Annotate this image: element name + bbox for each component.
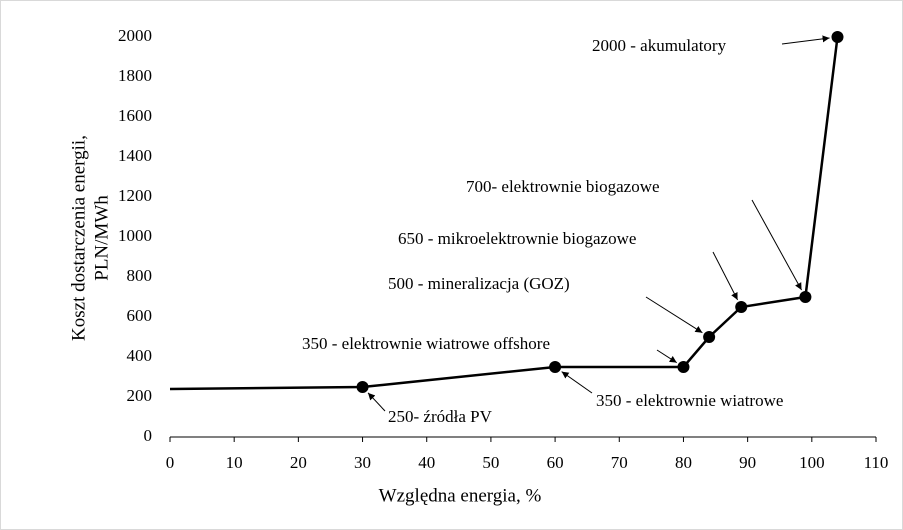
y-tick-label: 0: [144, 426, 153, 445]
y-tick-label: 2000: [118, 26, 152, 45]
x-tick-label: 50: [482, 453, 499, 472]
x-tick-label: 60: [547, 453, 564, 472]
annotation: 2000 - akumulatory: [592, 36, 727, 55]
annotation-arrow: [712, 251, 739, 301]
x-tick-label: 90: [739, 453, 756, 472]
y-axis-label: PLN/MWh: [91, 195, 112, 281]
marker: [735, 301, 748, 313]
annotation: 650 - mikroelektrownie biogazowe: [398, 229, 636, 248]
marker: [549, 361, 562, 373]
marker: [356, 381, 369, 393]
y-tick-label: 400: [127, 346, 153, 365]
x-tick-label: 10: [226, 453, 243, 472]
annotation-arrow: [645, 296, 703, 334]
annotation-arrow: [656, 349, 677, 364]
marker: [831, 31, 844, 43]
marker: [799, 291, 812, 303]
line: [169, 36, 839, 391]
y-tick-label: 1600: [118, 106, 152, 125]
x-tick-label: 40: [418, 453, 435, 472]
y-tick-label: 200: [127, 386, 153, 405]
x-tick-label: 80: [675, 453, 692, 472]
x-tick-label: 70: [611, 453, 628, 472]
annotation: 350 - elektrownie wiatrowe offshore: [302, 334, 550, 353]
annotation-arrow: [367, 392, 386, 412]
y-tick-label: 1800: [118, 66, 152, 85]
y-tick-label: 1000: [118, 226, 152, 245]
x-tick-label: 0: [166, 453, 175, 472]
marker: [677, 361, 690, 373]
x-tick-label: 20: [290, 453, 307, 472]
y-tick-label: 1400: [118, 146, 152, 165]
x-tick-label: 30: [354, 453, 371, 472]
annotation: 500 - mineralizacja (GOZ): [388, 274, 570, 293]
y-axis-label: Koszt dostarczenia energii,: [68, 135, 89, 341]
annotation-arrow: [561, 371, 593, 394]
annotation-arrow: [751, 199, 802, 291]
x-axis-label: Względna energia, %: [379, 485, 542, 506]
y-tick-label: 1200: [118, 186, 152, 205]
annotation: 700- elektrownie biogazowe: [466, 177, 660, 196]
y-tick-label: 600: [127, 306, 153, 325]
x-tick-label: 100: [799, 453, 825, 472]
annotation-arrow: [781, 35, 830, 45]
x-tick-label: 110: [864, 453, 889, 472]
annotation: 250- źródła PV: [388, 407, 493, 426]
annotation: 350 - elektrownie wiatrowe: [596, 391, 783, 410]
marker: [703, 331, 716, 343]
y-tick-label: 800: [127, 266, 153, 285]
